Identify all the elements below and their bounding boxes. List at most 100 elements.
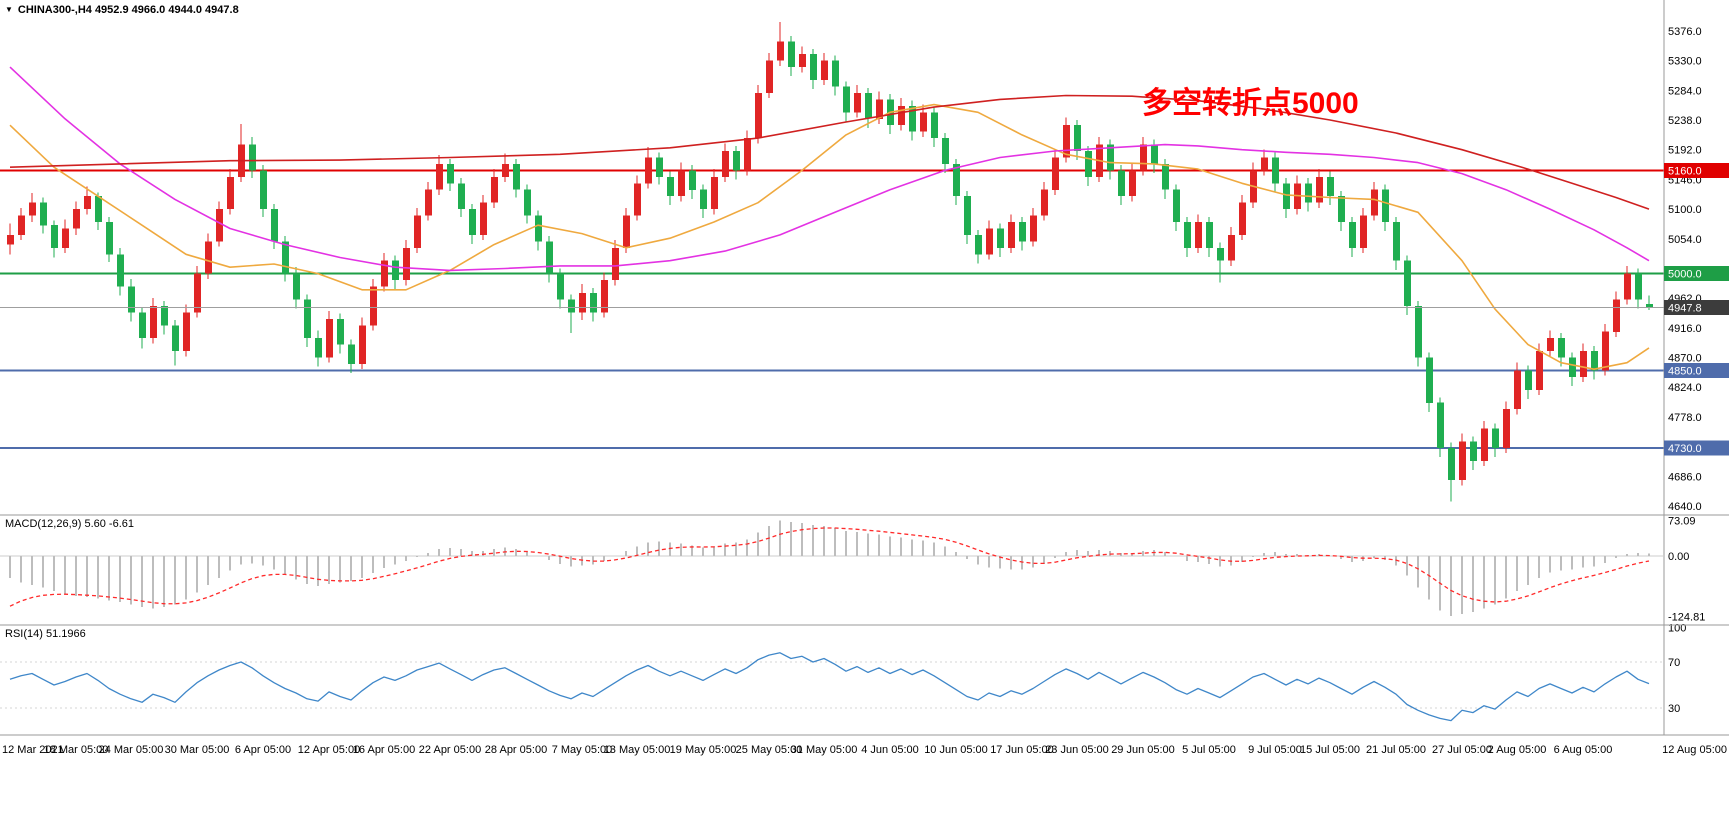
candle: [557, 268, 564, 309]
candle: [1327, 171, 1334, 206]
candle: [315, 330, 322, 367]
candle: [183, 304, 190, 357]
candle: [623, 207, 630, 253]
candle: [1316, 169, 1323, 208]
ma-line-slow-red: [9, 94, 1650, 210]
candle: [469, 203, 476, 244]
y-tick: 5330.0: [1668, 56, 1702, 68]
candle: [1239, 194, 1246, 241]
candle: [579, 284, 586, 321]
candle: [964, 191, 971, 244]
candle: [29, 193, 36, 222]
candle: [139, 307, 146, 349]
candle: [854, 85, 861, 118]
x-axis-label: 29 Jun 05:00: [1111, 744, 1175, 756]
candle: [1360, 207, 1367, 253]
candle: [458, 178, 465, 217]
candle: [172, 320, 179, 366]
y-tick: 5284.0: [1668, 85, 1702, 97]
x-axis-label: 12 Aug 05:00: [1662, 744, 1727, 756]
candle: [414, 207, 421, 253]
candles-layer[interactable]: [7, 21, 1653, 502]
candle: [788, 36, 795, 77]
candle: [194, 265, 201, 318]
y-tick: 5192.0: [1668, 145, 1702, 157]
y-tick: 4778.0: [1668, 412, 1702, 424]
price-axis[interactable]: 5376.05330.05284.05238.05192.05146.05100…: [1663, 0, 1729, 735]
svg-text:4947.8: 4947.8: [1668, 302, 1702, 314]
chart-canvas[interactable]: 5376.05330.05284.05238.05192.05146.05100…: [0, 0, 1729, 780]
y-tick: 5238.0: [1668, 115, 1702, 127]
candle: [1547, 330, 1554, 357]
candle: [403, 240, 410, 286]
candle: [612, 240, 619, 286]
candle: [1404, 255, 1411, 315]
x-axis-label: 19 May 05:00: [670, 744, 737, 756]
candle: [1052, 149, 1059, 195]
candle: [898, 98, 905, 131]
x-axis-label: 6 Aug 05:00: [1554, 744, 1613, 756]
rsi-label: RSI(14) 51.1966: [5, 628, 86, 640]
symbol-dropdown-icon[interactable]: ▼: [5, 5, 13, 14]
price-tag-5000: 5000.0: [1664, 266, 1729, 282]
candle: [1514, 362, 1521, 415]
candle: [381, 253, 388, 292]
candle: [1448, 442, 1455, 502]
x-axis-label: 5 Jul 05:00: [1182, 744, 1236, 756]
x-axis-label: 24 Mar 05:00: [99, 744, 164, 756]
candle: [931, 107, 938, 148]
candle: [1415, 300, 1422, 367]
y-tick: 4686.0: [1668, 471, 1702, 483]
y-tick: 5100.0: [1668, 204, 1702, 216]
candle: [1261, 149, 1268, 176]
rsi-axis[interactable]: 100 70 30: [1668, 623, 1686, 716]
x-axis-label: 22 Apr 05:00: [419, 744, 481, 756]
candle: [1624, 265, 1631, 305]
x-axis-label: 30 Mar 05:00: [165, 744, 230, 756]
macd-tick: 0.00: [1668, 551, 1689, 563]
chart-header: ▼ CHINA300-,H4 4952.9 4966.0 4944.0 4947.…: [5, 4, 239, 16]
candle: [480, 194, 487, 241]
candle: [1041, 182, 1048, 221]
candle: [755, 85, 762, 144]
svg-text:5000.0: 5000.0: [1668, 269, 1702, 281]
candle: [590, 287, 597, 322]
price-tag-4730: 4730.0: [1664, 440, 1729, 456]
candle: [425, 182, 432, 221]
macd-tick: -124.81: [1668, 612, 1705, 624]
x-axis-label: 9 Jul 05:00: [1248, 744, 1302, 756]
candle: [975, 229, 982, 264]
candle: [1437, 397, 1444, 457]
x-axis-label: 31 May 05:00: [791, 744, 858, 756]
price-tag-4850: 4850.0: [1664, 363, 1729, 378]
price-tag-5160: 5160.0: [1664, 162, 1729, 178]
candle: [920, 104, 927, 137]
rsi-tick: 100: [1668, 623, 1686, 635]
macd-axis[interactable]: 73.09 0.00 -124.81: [1668, 516, 1705, 624]
candle: [1228, 227, 1235, 266]
y-tick: 4824.0: [1668, 382, 1702, 394]
candle: [1206, 216, 1213, 257]
x-axis-label: 21 Jul 05:00: [1366, 744, 1426, 756]
candle: [1173, 184, 1180, 232]
candle: [865, 87, 872, 128]
y-tick: 4916.0: [1668, 323, 1702, 335]
candle: [1382, 184, 1389, 232]
macd-tick: 73.09: [1668, 516, 1696, 528]
candle: [689, 165, 696, 199]
macd-histogram: [9, 520, 1650, 617]
candle: [601, 272, 608, 318]
candle: [909, 100, 916, 141]
candle: [667, 171, 674, 206]
candle: [260, 165, 267, 217]
candle: [513, 158, 520, 198]
candle: [711, 169, 718, 215]
candle: [238, 123, 245, 182]
annotation-text[interactable]: 多空转折点5000: [1142, 87, 1359, 120]
candle: [1184, 216, 1191, 257]
candle: [832, 55, 839, 96]
candle: [7, 223, 14, 255]
candle: [634, 175, 641, 221]
candle: [1074, 120, 1081, 161]
